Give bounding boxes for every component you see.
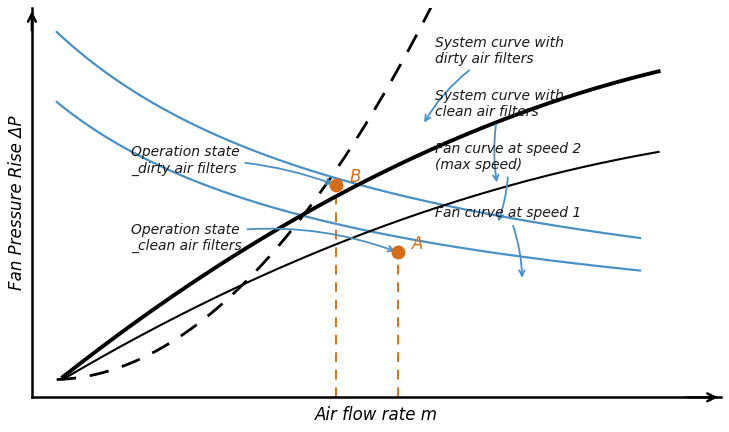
Y-axis label: Fan Pressure Rise ΔP: Fan Pressure Rise ΔP [8,116,26,290]
Text: Operation state
_clean air filters: Operation state _clean air filters [131,223,394,253]
Text: Fan curve at speed 1: Fan curve at speed 1 [435,206,582,276]
Text: B: B [350,168,361,186]
Text: A: A [412,235,423,253]
Text: Operation state
_dirty air filters: Operation state _dirty air filters [131,145,332,184]
X-axis label: Air flow rate m: Air flow rate m [315,406,438,424]
Text: System curve with
dirty air filters: System curve with dirty air filters [425,36,564,121]
Text: Fan curve at speed 2
(max speed): Fan curve at speed 2 (max speed) [435,142,582,219]
Text: System curve with
clean air filters: System curve with clean air filters [435,89,564,181]
